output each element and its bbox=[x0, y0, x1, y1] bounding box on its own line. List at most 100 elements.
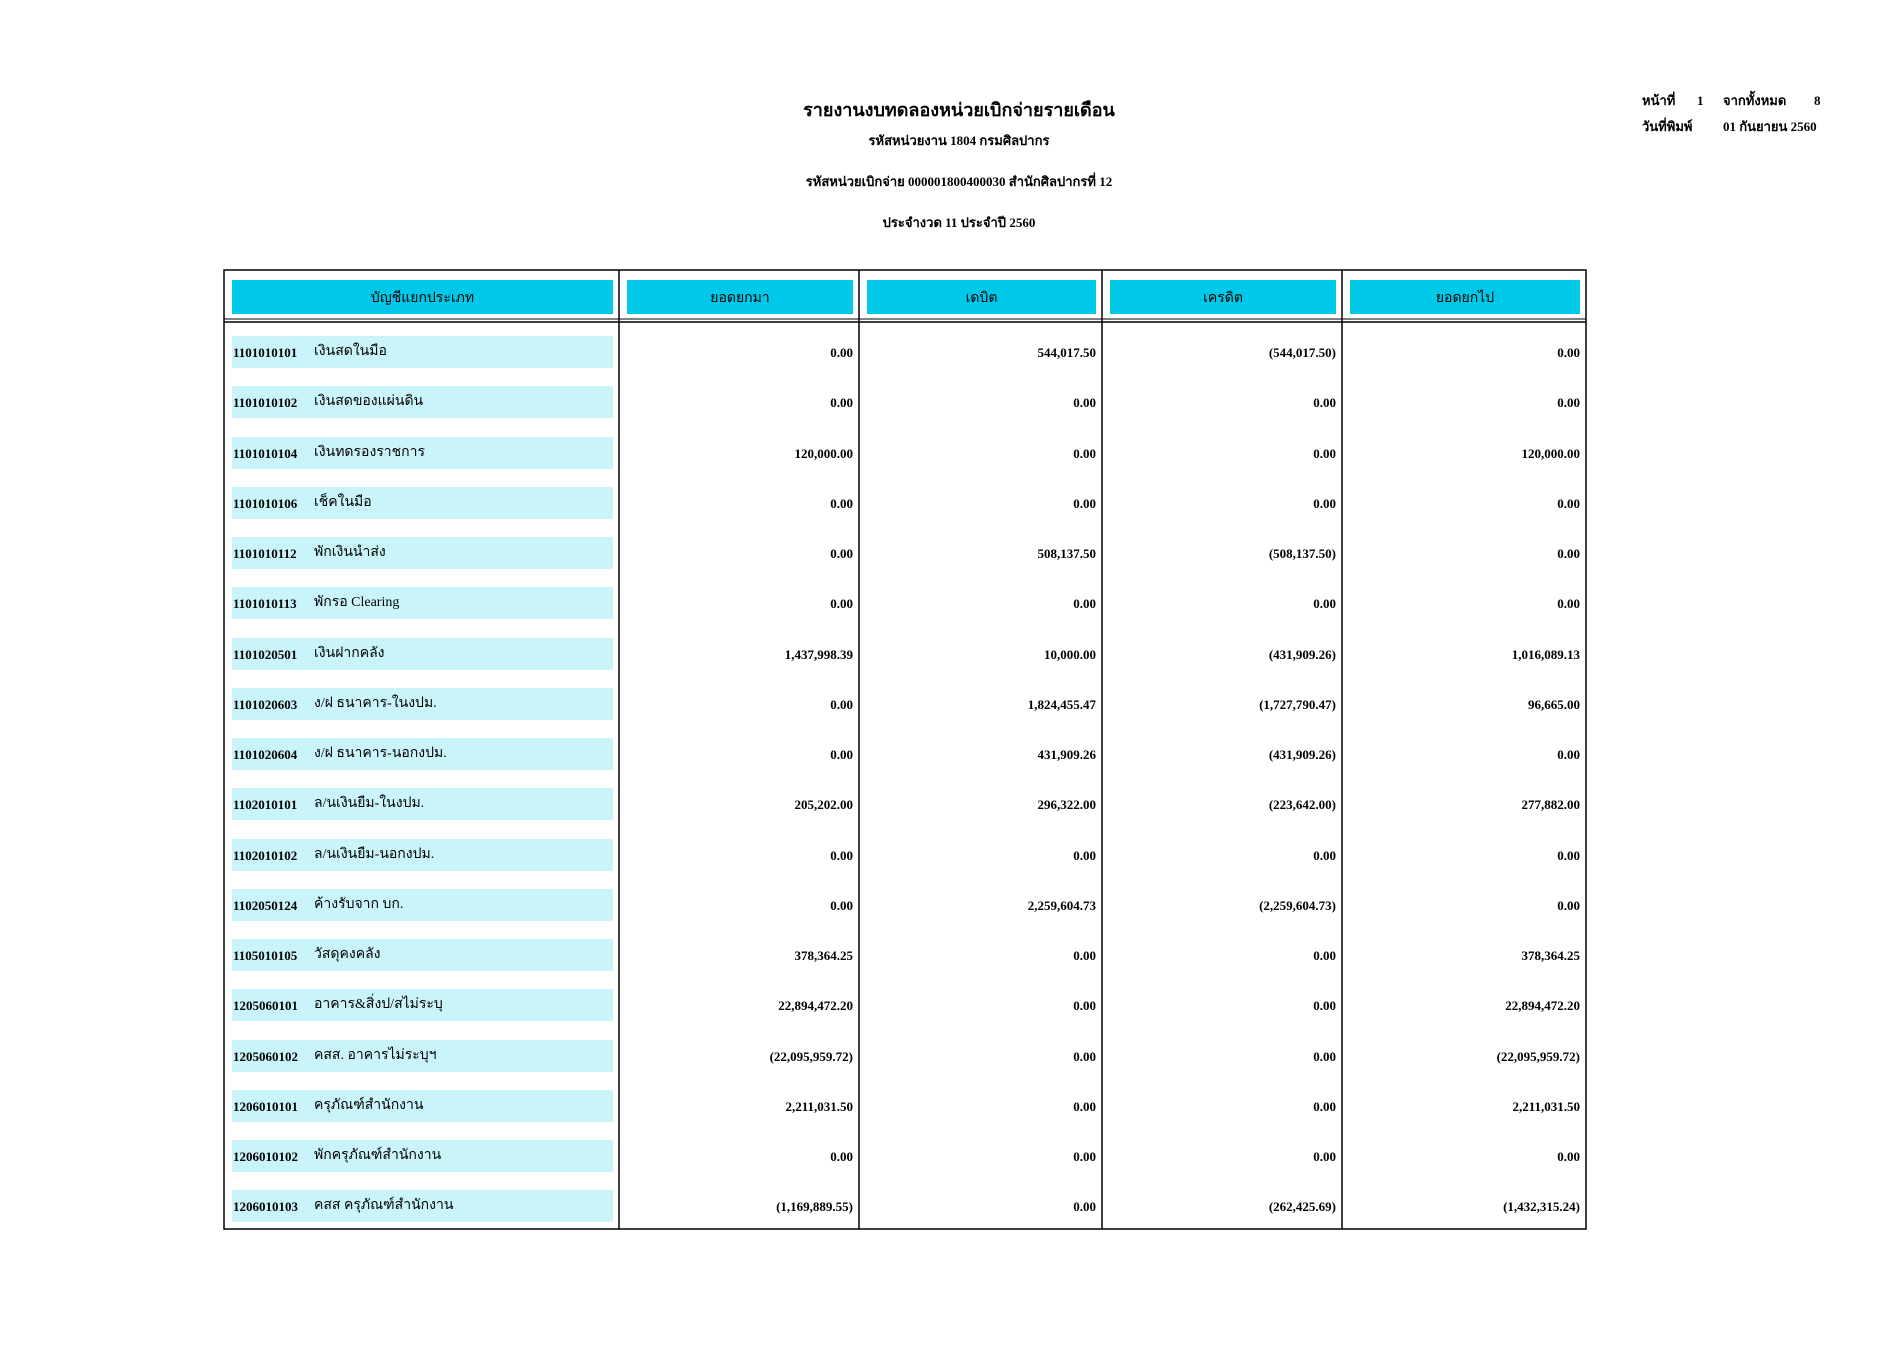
amount: 0.00 bbox=[830, 596, 853, 612]
account-cell bbox=[232, 336, 613, 368]
account-name: วัสดุคงคลัง bbox=[314, 947, 381, 962]
account-code: 1101010102 bbox=[233, 395, 298, 411]
amount: 120,000.00 bbox=[794, 445, 854, 461]
account-name: ล/นเงินยืม-ในงปม. bbox=[314, 796, 425, 812]
column-header: ยอดยกมา bbox=[710, 291, 770, 306]
amount: 0.00 bbox=[1073, 495, 1096, 511]
account-cell bbox=[232, 788, 613, 821]
amount: 0.00 bbox=[830, 1149, 853, 1164]
amount: 120,000.00 bbox=[1521, 445, 1581, 461]
amount: 96,665.00 bbox=[1528, 696, 1580, 712]
account-code: 1101020604 bbox=[233, 747, 298, 762]
amount: 0.00 bbox=[1557, 847, 1580, 863]
amount: 0.00 bbox=[1557, 546, 1580, 561]
amount: 0.00 bbox=[830, 847, 853, 863]
amount: 0.00 bbox=[1073, 1098, 1096, 1114]
account-code: 1101010113 bbox=[233, 596, 297, 612]
column-header: เครดิต bbox=[1203, 291, 1243, 306]
amount: 2,211,031.50 bbox=[785, 1098, 853, 1114]
amount: (223,642.00) bbox=[1268, 797, 1336, 813]
page-label: หน้าที่ bbox=[1642, 93, 1676, 108]
amount: 1,437,998.39 bbox=[784, 646, 853, 662]
amount: 0.00 bbox=[1557, 345, 1580, 360]
amount: (262,425.69) bbox=[1268, 1199, 1336, 1215]
amount: 0.00 bbox=[1313, 1098, 1336, 1114]
amount: 0.00 bbox=[1073, 847, 1096, 863]
account-code: 1206010101 bbox=[233, 1098, 298, 1114]
column-header: บัญชีแยกประเภท bbox=[370, 291, 475, 306]
account-cell bbox=[232, 537, 613, 569]
amount: (1,432,315.24) bbox=[1503, 1199, 1580, 1215]
account-code: 1206010103 bbox=[233, 1199, 298, 1215]
account-code: 1102010102 bbox=[233, 847, 298, 863]
account-cell bbox=[232, 637, 613, 670]
amount: 544,017.50 bbox=[1037, 345, 1097, 360]
amount: (508,137.50) bbox=[1268, 546, 1336, 561]
account-name: เงินทดรองราชการ bbox=[314, 444, 426, 460]
amount: 0.00 bbox=[1313, 847, 1336, 863]
account-name: อาคาร&สิ่งป/สไม่ระบุ bbox=[314, 997, 443, 1013]
account-cell bbox=[232, 1039, 613, 1072]
amount: (22,095,959.72) bbox=[769, 1048, 853, 1064]
print-date: 01 กันยายน 2560 bbox=[1723, 119, 1817, 134]
account-name: ค้างรับจาก บก. bbox=[314, 896, 404, 912]
amount: 0.00 bbox=[830, 747, 853, 762]
amount: (431,909.26) bbox=[1268, 646, 1336, 662]
amount: 0.00 bbox=[1073, 445, 1096, 461]
account-name: พักครุภัณฑ์สำนักงาน bbox=[314, 1148, 442, 1163]
account-code: 1101010101 bbox=[233, 345, 298, 360]
amount: 0.00 bbox=[830, 345, 853, 360]
agency: รหัสหน่วยงาน 1804 กรมศิลปากร bbox=[868, 133, 1050, 148]
amount: 0.00 bbox=[830, 897, 853, 913]
header-cell bbox=[1350, 280, 1580, 314]
amount: 0.00 bbox=[1313, 445, 1336, 461]
amount: 2,211,031.50 bbox=[1512, 1098, 1580, 1114]
account-cell bbox=[232, 939, 613, 971]
account-name: เงินสดของแผ่นดิน bbox=[314, 394, 424, 410]
amount: (2,259,604.73) bbox=[1259, 897, 1336, 913]
account-cell bbox=[232, 989, 613, 1022]
report-title: รายงานงบทดลองหน่วยเบิกจ่ายรายเดือน bbox=[803, 100, 1115, 120]
amount: 0.00 bbox=[1073, 1149, 1096, 1164]
total-label: จากทั้งหมด bbox=[1723, 93, 1787, 108]
amount: 0.00 bbox=[830, 696, 853, 712]
account-cell bbox=[232, 436, 613, 469]
account-code: 1101010106 bbox=[233, 495, 298, 511]
account-code: 1205060101 bbox=[233, 998, 298, 1014]
amount: (1,169,889.55) bbox=[776, 1199, 853, 1215]
amount: 22,894,472.20 bbox=[1505, 998, 1580, 1014]
account-cell bbox=[232, 1089, 613, 1122]
account-name: เงินฝากคลัง bbox=[314, 645, 385, 661]
amount: 1,824,455.47 bbox=[1027, 696, 1096, 712]
amount: 0.00 bbox=[1073, 596, 1096, 612]
account-code: 1101010104 bbox=[233, 445, 298, 461]
account-name: พักเงินนำส่ง bbox=[314, 545, 386, 560]
account-name: เงินสดในมือ bbox=[314, 344, 387, 359]
account-name: ง/ฝ ธนาคาร-ในงปม. bbox=[314, 695, 437, 711]
account-cell bbox=[232, 687, 613, 720]
print-date-label: วันที่พิมพ์ bbox=[1642, 119, 1693, 134]
amount: 0.00 bbox=[830, 395, 853, 411]
account-code: 1102050124 bbox=[233, 897, 298, 913]
amount: 10,000.00 bbox=[1044, 646, 1096, 662]
account-code: 1205060102 bbox=[233, 1048, 298, 1064]
header-cell bbox=[867, 280, 1096, 314]
account-code: 1101020603 bbox=[233, 696, 298, 712]
header-cell bbox=[232, 280, 613, 314]
amount: 0.00 bbox=[1313, 1048, 1336, 1064]
amount: 296,322.00 bbox=[1037, 797, 1097, 813]
amount: 0.00 bbox=[1557, 897, 1580, 913]
amount: 1,016,089.13 bbox=[1511, 646, 1580, 662]
amount: 0.00 bbox=[1313, 948, 1336, 963]
amount: 378,364.25 bbox=[1521, 948, 1581, 963]
column-header: เดบิต bbox=[965, 291, 998, 306]
account-cell bbox=[232, 486, 613, 519]
amount: (544,017.50) bbox=[1268, 345, 1336, 360]
amount: 0.00 bbox=[1557, 596, 1580, 612]
amount: 0.00 bbox=[1313, 395, 1336, 411]
amount: 0.00 bbox=[830, 495, 853, 511]
amount: 0.00 bbox=[1557, 747, 1580, 762]
amount: 0.00 bbox=[830, 546, 853, 561]
